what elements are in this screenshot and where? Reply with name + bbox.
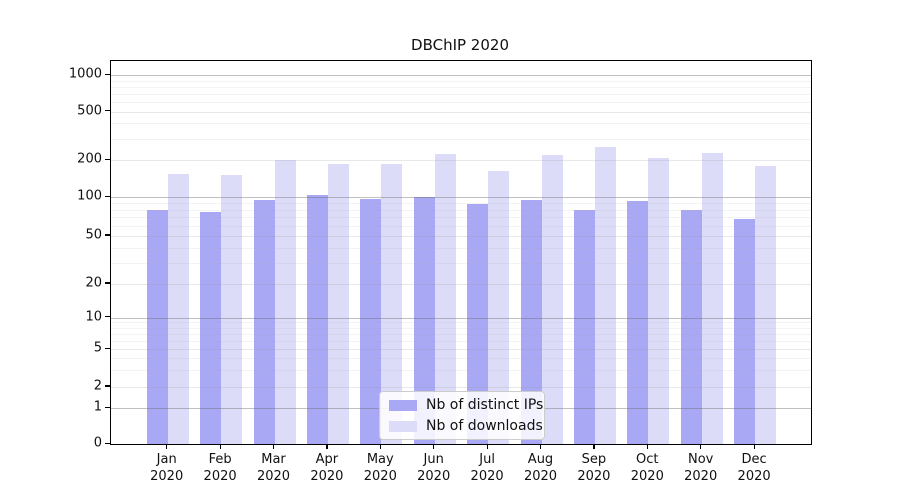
x-tick-label: Aug 2020 [523, 452, 558, 484]
x-tick-mark [540, 444, 542, 450]
bar-downloads [434, 153, 456, 444]
x-tick-label: Apr 2020 [310, 452, 344, 484]
x-tick-mark [166, 444, 168, 450]
bar-downloads [488, 171, 510, 444]
x-tick-label: Jul 2020 [470, 452, 504, 484]
bar-distinct-ips [467, 203, 489, 444]
y-tick-label: 5 [93, 340, 102, 356]
bar-downloads [541, 155, 563, 444]
y-tick-label: 10 [85, 309, 102, 325]
legend-swatch [389, 420, 417, 432]
bar-distinct-ips [627, 201, 649, 444]
plot-area: Nb of distinct IPs Nb of downloads [110, 60, 812, 445]
x-tick-label: Feb 2020 [203, 452, 237, 484]
y-tick-label: 50 [85, 227, 102, 243]
y-tick-mark [105, 442, 110, 444]
x-tick-label: Jan 2020 [150, 452, 184, 484]
bar-downloads [327, 163, 349, 444]
y-tick-mark [105, 110, 110, 112]
bar-distinct-ips [520, 200, 542, 444]
x-tick-label: Nov 2020 [684, 452, 718, 484]
bar-downloads [381, 163, 403, 444]
chart-title: DBChIP 2020 [411, 36, 509, 54]
bar-downloads [755, 165, 777, 444]
bar-distinct-ips [680, 210, 702, 444]
bar-downloads [221, 174, 243, 444]
y-tick-mark [105, 347, 110, 350]
x-tick-mark [753, 444, 755, 450]
y-tick-label: 100 [77, 188, 102, 204]
bar-distinct-ips [306, 194, 328, 444]
x-tick-mark [646, 444, 649, 450]
bar-downloads [167, 173, 189, 444]
y-tick-mark [105, 158, 110, 161]
bars-layer [111, 61, 811, 444]
bar-downloads [274, 160, 296, 444]
y-tick-mark [105, 385, 110, 387]
y-tick-mark [105, 73, 110, 75]
y-tick-label: 1000 [68, 66, 102, 82]
x-tick-mark [273, 444, 275, 450]
x-tick-label: May 2020 [363, 452, 397, 484]
bar-distinct-ips [253, 199, 275, 444]
bar-downloads [701, 152, 723, 444]
y-tick-label: 20 [85, 275, 102, 291]
legend-label: Nb of downloads [426, 418, 543, 434]
bar-downloads [648, 157, 670, 444]
x-tick-mark [433, 444, 435, 450]
legend: Nb of distinct IPs Nb of downloads [379, 391, 545, 440]
y-tick-mark [105, 316, 110, 318]
y-tick-mark [105, 195, 110, 197]
y-tick-mark [105, 406, 110, 409]
x-tick-mark [486, 444, 488, 450]
y-tick-label: 0 [93, 435, 102, 451]
x-tick-label: Dec 2020 [737, 452, 771, 484]
x-tick-label: Sep 2020 [577, 452, 611, 484]
y-tick-label: 2 [93, 378, 102, 394]
legend-item: Nb of downloads [389, 418, 543, 434]
y-tick-label: 200 [77, 151, 102, 167]
y-tick-mark [105, 282, 110, 284]
x-tick-mark [219, 444, 221, 450]
bar-downloads [594, 146, 616, 444]
y-tick-mark [105, 234, 110, 236]
bar-distinct-ips [146, 210, 168, 444]
x-tick-mark [700, 444, 702, 450]
y-tick-label: 500 [77, 103, 102, 119]
y-tick-label: 1 [93, 399, 102, 415]
x-tick-label: Mar 2020 [256, 452, 291, 484]
legend-label: Nb of distinct IPs [426, 397, 544, 413]
bar-distinct-ips [200, 212, 222, 444]
x-tick-label: Jun 2020 [417, 452, 451, 484]
x-tick-label: Oct 2020 [630, 452, 664, 484]
legend-swatch [389, 399, 417, 411]
bar-distinct-ips [573, 209, 595, 444]
x-tick-mark [379, 444, 382, 450]
x-tick-mark [326, 444, 328, 450]
bar-distinct-ips [734, 218, 756, 444]
bar-distinct-ips [413, 197, 435, 444]
x-tick-mark [593, 444, 595, 450]
legend-item: Nb of distinct IPs [389, 397, 543, 413]
bar-distinct-ips [360, 199, 382, 444]
